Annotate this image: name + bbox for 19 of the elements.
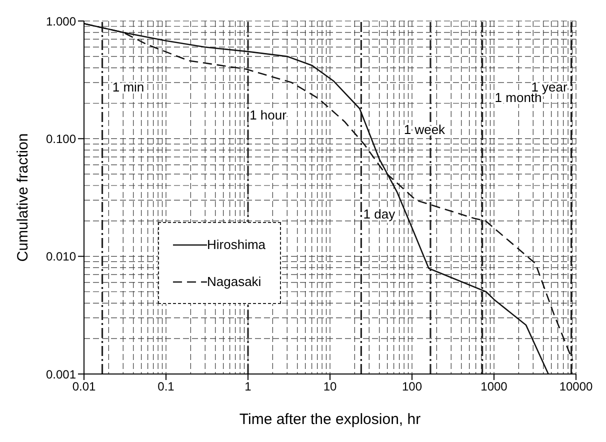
x-tick-label: 10000: [559, 380, 594, 394]
y-tick-label: 1.000: [46, 14, 76, 28]
y-tick-label: 0.001: [46, 367, 76, 382]
x-tick-label: 0.01: [72, 380, 96, 394]
ref-line-label: 1 min: [112, 80, 144, 95]
legend-label: Nagasaki: [207, 274, 262, 289]
x-tick-label: 100: [402, 380, 422, 394]
y-axis-title: Cumulative fraction: [14, 133, 32, 262]
x-tick-label: 1000: [480, 380, 508, 394]
y-tick-label: 0.100: [46, 132, 76, 146]
x-axis-title: Time after the explosion, hr: [239, 411, 421, 428]
x-tick-label: 10: [323, 380, 337, 394]
legend-label: Hiroshima: [207, 237, 266, 252]
ref-line-label: 1 hour: [250, 108, 288, 123]
x-tick-label: 0.1: [158, 380, 175, 394]
ref-line-label: 1 week: [404, 122, 446, 137]
x-tick-label: 1: [244, 380, 252, 394]
ref-line-label: 1 day: [363, 206, 396, 222]
y-tick-label: 0.010: [46, 250, 76, 264]
